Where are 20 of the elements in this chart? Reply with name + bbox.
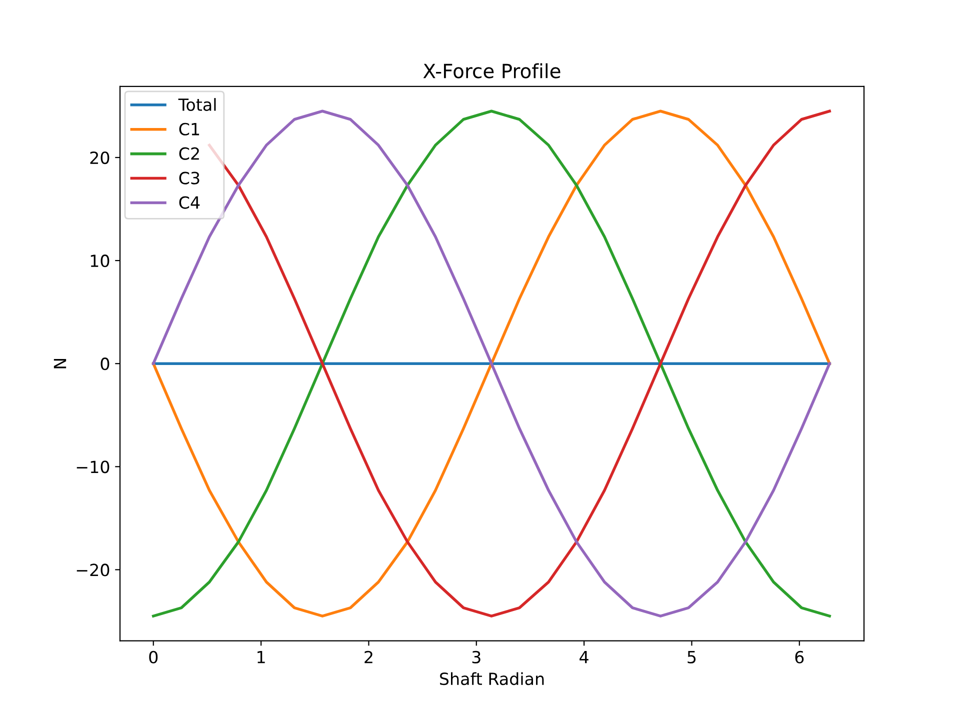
legend-label: C1 <box>179 122 200 136</box>
y-tick-label: 10 <box>90 254 110 268</box>
y-tick-label: 0 <box>100 358 110 370</box>
x-tick-label: 1 <box>258 651 265 664</box>
y-axis-title: N <box>54 359 66 368</box>
x-tick-label: 3 <box>472 650 480 664</box>
legend-label: C3 <box>179 172 200 184</box>
y-tick-label: −10 <box>76 460 110 474</box>
legend-label: C4 <box>179 196 200 209</box>
y-tick-label: −20 <box>76 564 110 576</box>
x-tick-label: 4 <box>580 651 588 664</box>
y-tick-label: 20 <box>90 151 110 164</box>
x-axis-title: Shaft Radian <box>440 672 544 686</box>
x-tick-label: 0 <box>149 650 158 664</box>
legend-label: C2 <box>179 147 199 160</box>
x-tick-label: 2 <box>364 650 372 664</box>
chart-title: X-Force Profile <box>423 63 560 78</box>
x-tick-label: 5 <box>688 651 696 664</box>
x-tick-label: 6 <box>795 650 804 664</box>
legend-label: Total <box>178 98 216 111</box>
